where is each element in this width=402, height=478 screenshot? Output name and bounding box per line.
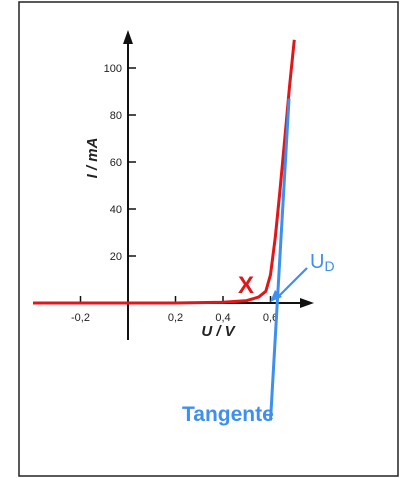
x-axis-title: U / V (201, 323, 236, 340)
y-tick-label: 40 (110, 204, 122, 216)
x-marker-label: X (238, 272, 254, 299)
ud-label-subscript: D (324, 258, 334, 274)
x-axis-label: U / V (201, 323, 236, 340)
chart-frame (18, 1, 399, 477)
ud-arrow-shaft (277, 267, 308, 298)
annotations: X UD Tangente (182, 251, 335, 426)
tangent-line (269, 98, 291, 421)
ud-label: UD (310, 251, 335, 274)
x-tick-label: -0,2 (71, 312, 90, 324)
ticks: -0,2 0,2 0,4 0,6 20 40 60 80 100 (71, 63, 278, 324)
ud-arrow-head (270, 290, 282, 302)
tangent-label: Tangente (182, 403, 274, 426)
x-axis-arrow (300, 298, 314, 308)
x-tick-label: 0,6 (263, 312, 278, 324)
y-axis-label: I / mA (84, 138, 101, 179)
x-tick-label: 0,4 (215, 312, 230, 324)
y-tick-label: 80 (110, 110, 122, 122)
y-tick-label: 100 (104, 63, 122, 75)
y-axis-title: I / mA (84, 138, 101, 179)
y-axis-arrow (123, 30, 133, 44)
y-tick-label: 20 (110, 251, 122, 263)
ud-label-main: U (310, 251, 324, 273)
x-tick-label: 0,2 (168, 312, 183, 324)
series-layer (33, 39, 296, 421)
y-tick-label: 60 (110, 157, 122, 169)
diode-curve-line (33, 39, 296, 305)
